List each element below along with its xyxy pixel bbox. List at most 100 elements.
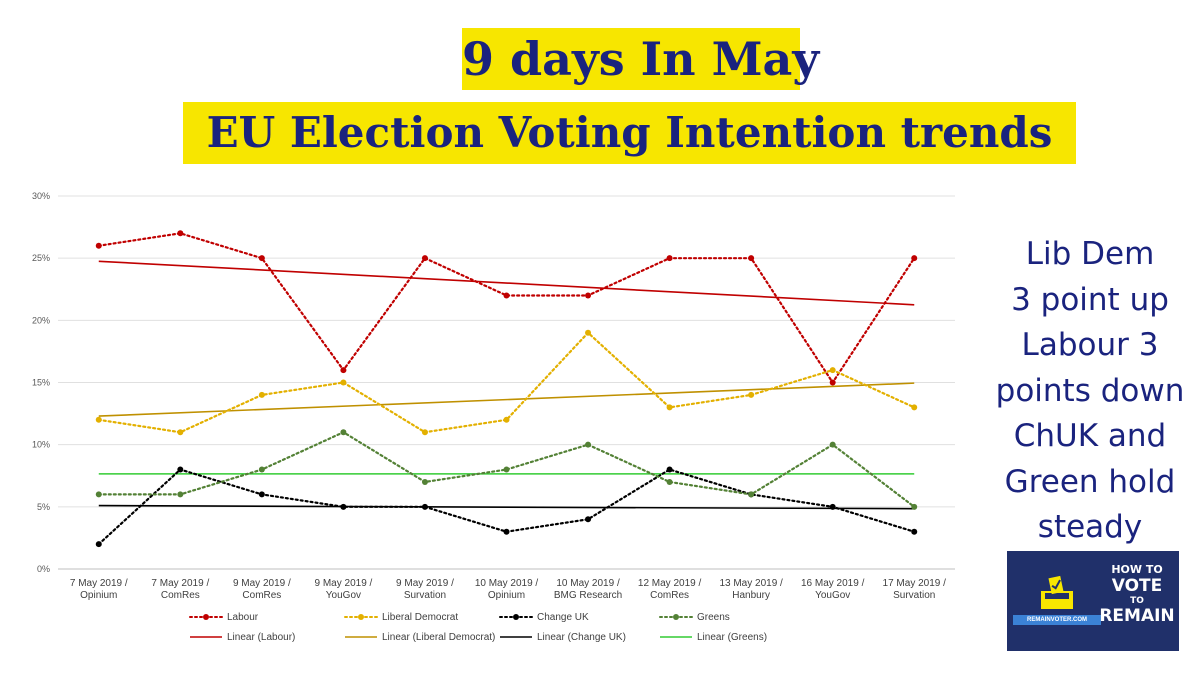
legend-label-linear-liberal-democrat: Linear (Liberal Democrat) bbox=[382, 632, 495, 643]
data-point-liberal-democrat bbox=[258, 391, 265, 398]
legend-label-linear-change-uk: Linear (Change UK) bbox=[537, 632, 626, 643]
data-point-change-uk bbox=[829, 503, 836, 510]
data-point-labour bbox=[748, 255, 755, 262]
y-tick-label: 10% bbox=[32, 440, 50, 450]
trendline-linear-labour bbox=[98, 260, 915, 306]
data-point-greens bbox=[258, 466, 265, 473]
data-point-labour bbox=[177, 230, 184, 237]
y-tick-label: 20% bbox=[32, 315, 50, 325]
x-tick-label-line: 16 May 2019 / bbox=[801, 578, 865, 589]
trendline-linear-liberal-democrat bbox=[98, 382, 915, 417]
x-tick-label-line: Hanbury bbox=[732, 590, 770, 601]
data-point-liberal-democrat bbox=[748, 391, 755, 398]
badge-line-3: TO bbox=[1130, 596, 1144, 606]
data-point-liberal-democrat bbox=[829, 367, 836, 374]
x-tick-label-line: 9 May 2019 / bbox=[233, 578, 291, 589]
x-tick-label-line: 12 May 2019 / bbox=[638, 578, 702, 589]
y-tick-label: 15% bbox=[32, 378, 50, 388]
data-point-greens bbox=[911, 503, 918, 510]
x-tick-label-line: ComRes bbox=[650, 590, 689, 601]
x-tick-label-line: 13 May 2019 / bbox=[719, 578, 783, 589]
y-tick-label: 30% bbox=[32, 191, 50, 201]
x-tick-label: 9 May 2019 /YouGov bbox=[315, 578, 373, 601]
legend-label-greens: Greens bbox=[697, 612, 730, 623]
data-point-greens bbox=[177, 491, 184, 498]
line-chart: 0%5%10%15%20%25%30% 7 May 2019 /Opinium7… bbox=[32, 191, 955, 643]
x-tick-label-line: ComRes bbox=[242, 590, 281, 601]
x-tick-label-line: 10 May 2019 / bbox=[556, 578, 620, 589]
x-tick-label: 16 May 2019 /YouGov bbox=[801, 578, 865, 601]
trendline-linear-change-uk bbox=[98, 504, 915, 510]
data-point-change-uk bbox=[421, 503, 428, 510]
x-tick-label: 17 May 2019 /Survation bbox=[883, 578, 947, 601]
data-point-greens bbox=[829, 441, 836, 448]
data-point-liberal-democrat bbox=[340, 379, 347, 386]
legend: Labour Liberal Democrat Change UK Greens Lin… bbox=[189, 612, 767, 643]
badge-line-4: REMAIN bbox=[1099, 606, 1175, 626]
data-point-liberal-democrat bbox=[666, 404, 673, 411]
data-point-greens bbox=[340, 429, 347, 436]
x-tick-label-line: YouGov bbox=[815, 590, 850, 601]
chart-title-line-2: EU Election Voting Intention trends bbox=[183, 102, 1076, 164]
data-point-greens bbox=[503, 466, 510, 473]
data-point-liberal-democrat bbox=[177, 429, 184, 436]
legend-label-change-uk: Change UK bbox=[537, 612, 589, 623]
side-annotation-line: ChUK and bbox=[1013, 418, 1167, 454]
x-tick-label-line: 9 May 2019 / bbox=[396, 578, 454, 589]
x-tick-label-line: Survation bbox=[893, 590, 935, 601]
data-point-labour bbox=[340, 367, 347, 374]
series-lines bbox=[95, 230, 918, 548]
remain-voter-logo: REMAINVOTER.COM HOW TO VOTE TO REMAIN bbox=[1007, 551, 1179, 651]
y-tick-label: 0% bbox=[37, 564, 50, 574]
data-point-labour bbox=[503, 292, 510, 299]
grid-layer bbox=[58, 195, 955, 570]
trendlines bbox=[98, 260, 915, 510]
legend-label-linear-greens: Linear (Greens) bbox=[697, 632, 767, 643]
x-tick-label: 10 May 2019 /BMG Research bbox=[554, 578, 622, 601]
data-point-labour bbox=[911, 255, 918, 262]
data-point-labour bbox=[421, 255, 428, 262]
data-point-liberal-democrat bbox=[911, 404, 918, 411]
chart-title-line-1: 9 days In May bbox=[462, 28, 819, 90]
x-tick-label-line: 7 May 2019 / bbox=[70, 578, 128, 589]
data-point-liberal-democrat bbox=[585, 329, 592, 336]
data-point-greens bbox=[666, 478, 673, 485]
ballot-box-icon bbox=[1041, 575, 1073, 609]
x-tick-label-line: Opinium bbox=[80, 590, 117, 601]
x-tick-label-line: ComRes bbox=[161, 590, 200, 601]
legend-marker-labour bbox=[203, 614, 209, 620]
y-tick-label: 5% bbox=[37, 502, 50, 512]
data-point-change-uk bbox=[177, 466, 184, 473]
data-point-labour bbox=[585, 292, 592, 299]
x-tick-label: 12 May 2019 /ComRes bbox=[638, 578, 702, 601]
badge-line-2: VOTE bbox=[1111, 576, 1163, 596]
x-tick-label: 13 May 2019 /Hanbury bbox=[719, 578, 783, 601]
data-point-change-uk bbox=[258, 491, 265, 498]
side-annotation-line: Lib Dem bbox=[1025, 236, 1155, 272]
x-tick-label: 9 May 2019 /Survation bbox=[396, 578, 454, 601]
legend-label-labour: Labour bbox=[227, 612, 259, 623]
data-point-greens bbox=[748, 491, 755, 498]
badge-line-1: HOW TO bbox=[1111, 563, 1163, 576]
legend-marker-liberal-democrat bbox=[358, 614, 364, 620]
data-point-change-uk bbox=[340, 503, 347, 510]
x-tick-label-line: 9 May 2019 / bbox=[315, 578, 373, 589]
data-point-liberal-democrat bbox=[421, 429, 428, 436]
legend-label-linear-labour: Linear (Labour) bbox=[227, 632, 295, 643]
x-tick-label-line: Opinium bbox=[488, 590, 525, 601]
x-tick-label: 10 May 2019 /Opinium bbox=[475, 578, 539, 601]
x-tick-label-line: Survation bbox=[404, 590, 446, 601]
data-point-change-uk bbox=[95, 541, 102, 548]
legend-marker-change-uk bbox=[513, 614, 519, 620]
series-line-labour bbox=[97, 232, 916, 385]
data-point-liberal-democrat bbox=[95, 416, 102, 423]
x-tick-label-line: 10 May 2019 / bbox=[475, 578, 539, 589]
data-point-labour bbox=[666, 255, 673, 262]
data-point-change-uk bbox=[585, 516, 592, 523]
x-tick-label: 9 May 2019 /ComRes bbox=[233, 578, 291, 601]
x-tick-label-line: 7 May 2019 / bbox=[151, 578, 209, 589]
x-tick-label-line: BMG Research bbox=[554, 590, 622, 601]
x-tick-label-line: YouGov bbox=[326, 590, 361, 601]
x-tick-label-line: 17 May 2019 / bbox=[883, 578, 947, 589]
